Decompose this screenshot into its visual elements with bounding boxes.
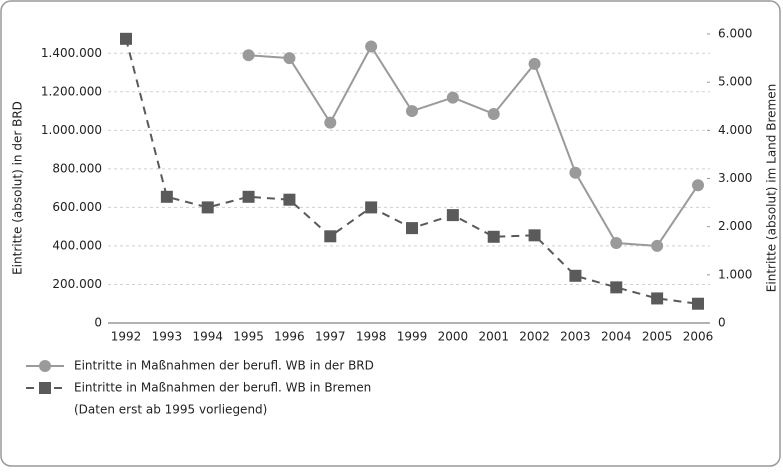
y-axis-label: Eintritte (absolut) in der BRD <box>11 101 25 275</box>
x-tick-label: 1997 <box>315 330 346 344</box>
x-tick-label: 1995 <box>233 330 264 344</box>
y2-tick-label: 6.000 <box>718 27 752 41</box>
point <box>160 190 173 203</box>
x-tick-label: 1998 <box>356 330 387 344</box>
y-tick-label: 1.200.000 <box>41 84 102 98</box>
point <box>242 49 255 62</box>
x-tick-label: 1999 <box>397 330 428 344</box>
x-tick-label: 1996 <box>274 330 305 344</box>
point <box>569 166 582 179</box>
point <box>651 239 664 252</box>
point <box>487 107 500 120</box>
x-tick-label: 2003 <box>560 330 591 344</box>
series-line <box>248 44 699 247</box>
y2-tick-label: 4.000 <box>718 123 752 137</box>
legend-marker <box>39 360 51 372</box>
legend-note: (Daten erst ab 1995 vorliegend) <box>74 403 267 417</box>
point <box>528 57 541 70</box>
y-tick-label: 600.000 <box>52 200 102 214</box>
point <box>569 269 582 282</box>
legend-label: Eintritte in Maßnahmen der berufl. WB in… <box>74 359 374 373</box>
y2-tick-label: 5.000 <box>718 75 752 89</box>
point <box>692 179 704 192</box>
y-tick-label: 400.000 <box>52 238 102 252</box>
point <box>610 281 623 294</box>
x-tick-label: 2005 <box>642 330 673 344</box>
x-tick-label: 2006 <box>683 330 714 344</box>
point <box>692 297 704 310</box>
y-tick-label: 1.000.000 <box>41 123 102 137</box>
y2-tick-label: 0 <box>718 316 726 330</box>
point <box>324 116 337 129</box>
point <box>283 193 296 206</box>
x-tick-label: 2004 <box>601 330 632 344</box>
point <box>365 40 378 53</box>
point <box>528 229 541 242</box>
x-tick-label: 1993 <box>152 330 183 344</box>
point <box>324 230 337 243</box>
point <box>283 52 296 65</box>
x-tick-label: 2002 <box>519 330 550 344</box>
x-tick-label: 1994 <box>192 330 223 344</box>
y2-tick-label: 2.000 <box>718 219 752 233</box>
x-tick-label: 2000 <box>438 330 469 344</box>
y-tick-label: 800.000 <box>52 161 102 175</box>
y2-axis-label: Eintritte (absolut) im Land Bremen <box>765 84 779 292</box>
y-tick-label: 1.400.000 <box>41 46 102 60</box>
point <box>406 222 418 235</box>
x-tick-label: 1992 <box>111 330 142 344</box>
point <box>406 105 418 118</box>
point <box>446 209 459 222</box>
y2-tick-label: 1.000 <box>718 267 752 281</box>
y-tick-label: 0 <box>94 316 102 330</box>
point <box>651 292 664 305</box>
x-tick-label: 2001 <box>478 330 509 344</box>
point <box>242 190 255 203</box>
point <box>446 91 459 104</box>
point <box>201 201 214 214</box>
point <box>120 32 132 45</box>
point <box>487 230 500 243</box>
legend-marker <box>39 382 51 394</box>
point <box>610 237 623 250</box>
legend-label: Eintritte in Maßnahmen der berufl. WB in… <box>74 381 371 395</box>
y-tick-label: 200.000 <box>52 277 102 291</box>
point <box>365 201 378 214</box>
y2-tick-label: 3.000 <box>718 171 752 185</box>
